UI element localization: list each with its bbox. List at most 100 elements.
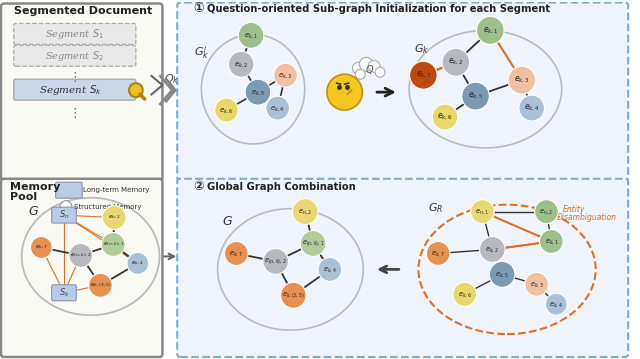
Text: $e_{k,2}$: $e_{k,2}$ — [448, 57, 463, 67]
Circle shape — [31, 237, 52, 258]
Text: $e_{k,4}$: $e_{k,4}$ — [131, 260, 145, 267]
Text: Segment $S_2$: Segment $S_2$ — [45, 49, 104, 63]
Text: $G_R$: $G_R$ — [428, 202, 444, 215]
Text: $e_{n,2}$: $e_{n,2}$ — [108, 214, 121, 221]
FancyBboxPatch shape — [14, 23, 136, 45]
FancyArrowPatch shape — [377, 88, 393, 96]
FancyBboxPatch shape — [52, 285, 76, 301]
Circle shape — [353, 62, 364, 74]
Text: Memory: Memory — [10, 182, 60, 192]
Text: Segment $S_k$: Segment $S_k$ — [40, 83, 102, 97]
Text: ⋮: ⋮ — [68, 71, 81, 84]
Text: $e_{k,1}$: $e_{k,1}$ — [483, 25, 498, 36]
Text: $e_{k,3}$: $e_{k,3}$ — [278, 71, 292, 80]
Text: $e_{(n,k),1}$: $e_{(n,k),1}$ — [102, 241, 124, 248]
Circle shape — [214, 98, 238, 122]
Circle shape — [375, 67, 385, 77]
FancyBboxPatch shape — [177, 179, 628, 357]
Text: $e_{k,(3,5)}$: $e_{k,(3,5)}$ — [282, 290, 305, 300]
Text: Structured Memory: Structured Memory — [74, 204, 141, 210]
Circle shape — [127, 252, 148, 274]
FancyBboxPatch shape — [14, 79, 136, 100]
Circle shape — [490, 261, 515, 287]
FancyBboxPatch shape — [1, 4, 163, 181]
Text: $e_{k,6}$: $e_{k,6}$ — [437, 112, 453, 122]
Text: $e_{k,2}$: $e_{k,2}$ — [234, 60, 248, 69]
Circle shape — [479, 237, 505, 262]
Text: $e_{k,7}$: $e_{k,7}$ — [431, 249, 445, 258]
Text: $S_n$: $S_n$ — [59, 209, 69, 222]
Text: Pool: Pool — [10, 192, 37, 202]
Text: $e_{n,2}$: $e_{n,2}$ — [540, 207, 554, 216]
Text: Segment $S_1$: Segment $S_1$ — [45, 27, 104, 41]
Circle shape — [426, 242, 450, 265]
Text: $e_{k,4}$: $e_{k,4}$ — [323, 265, 337, 274]
Text: $e_{k,6}$: $e_{k,6}$ — [220, 106, 234, 115]
Text: $G$: $G$ — [221, 215, 232, 228]
Circle shape — [263, 248, 289, 274]
Circle shape — [327, 74, 362, 110]
FancyBboxPatch shape — [1, 179, 163, 357]
Text: $e_{k,3}$: $e_{k,3}$ — [514, 75, 529, 85]
Circle shape — [101, 233, 125, 256]
Text: Segmented Document: Segmented Document — [14, 6, 152, 17]
Circle shape — [534, 200, 558, 224]
FancyArrowPatch shape — [380, 266, 399, 273]
Circle shape — [462, 82, 490, 110]
Circle shape — [442, 48, 470, 76]
Text: Disambiguation: Disambiguation — [557, 213, 617, 222]
Text: $e_{k,1}$: $e_{k,1}$ — [545, 237, 558, 246]
Text: $e_{k,5}$: $e_{k,5}$ — [468, 91, 483, 101]
Text: Question-oriented Sub-graph Initialization for each Segment: Question-oriented Sub-graph Initializati… — [207, 4, 550, 14]
Circle shape — [360, 57, 373, 71]
Text: $e_{k,7}$: $e_{k,7}$ — [35, 244, 48, 251]
Text: $e_{(n,k),2}$: $e_{(n,k),2}$ — [70, 252, 92, 259]
Circle shape — [266, 96, 289, 120]
Text: $e_{k,4}$: $e_{k,4}$ — [270, 104, 285, 113]
Circle shape — [292, 199, 318, 225]
Circle shape — [300, 230, 326, 256]
Text: $e_{(n,k),2}$: $e_{(n,k),2}$ — [264, 257, 287, 266]
Circle shape — [225, 242, 248, 265]
Text: Long-term Memory: Long-term Memory — [83, 187, 149, 193]
Text: $e_{k,1}$: $e_{k,1}$ — [244, 31, 258, 40]
Text: $e_{n,1}$: $e_{n,1}$ — [476, 207, 490, 216]
Circle shape — [525, 272, 548, 296]
Text: $e_{k,6}$: $e_{k,6}$ — [458, 290, 472, 299]
Circle shape — [318, 257, 342, 281]
Circle shape — [238, 23, 264, 48]
Text: $e_{n,2}$: $e_{n,2}$ — [298, 207, 312, 216]
Circle shape — [540, 229, 563, 253]
FancyBboxPatch shape — [52, 207, 76, 223]
Text: $e_{k,3}$: $e_{k,3}$ — [530, 280, 543, 289]
Circle shape — [88, 273, 112, 297]
Text: $e_{k,7}$: $e_{k,7}$ — [230, 249, 243, 258]
Text: $e_{k,5}$: $e_{k,5}$ — [495, 270, 509, 279]
Text: $e_{k,(3,5)}$: $e_{k,(3,5)}$ — [90, 282, 111, 289]
Text: $e_{k,7}$: $e_{k,7}$ — [415, 70, 431, 80]
Circle shape — [368, 60, 380, 72]
Text: $e_{k,4}$: $e_{k,4}$ — [524, 103, 540, 113]
Text: $S_k$: $S_k$ — [58, 286, 70, 299]
Text: ①: ① — [193, 3, 204, 15]
Circle shape — [280, 282, 306, 308]
Circle shape — [60, 201, 72, 213]
Circle shape — [245, 79, 271, 105]
Circle shape — [129, 83, 143, 97]
Circle shape — [274, 63, 298, 87]
Text: Global Graph Combination: Global Graph Combination — [207, 182, 355, 192]
Circle shape — [470, 200, 494, 224]
FancyBboxPatch shape — [177, 3, 628, 181]
Circle shape — [477, 17, 504, 45]
Text: $e_{k,5}$: $e_{k,5}$ — [251, 88, 265, 97]
Circle shape — [508, 66, 536, 94]
FancyBboxPatch shape — [14, 45, 136, 66]
Text: $e_{k,2}$: $e_{k,2}$ — [486, 245, 499, 254]
Circle shape — [102, 206, 126, 229]
Text: $G$: $G$ — [28, 205, 38, 218]
Text: $G_k'$: $G_k'$ — [194, 45, 209, 61]
Text: ⋮: ⋮ — [68, 107, 81, 120]
Circle shape — [453, 282, 477, 306]
Text: $Q_k$: $Q_k$ — [164, 72, 180, 86]
Circle shape — [228, 51, 254, 77]
